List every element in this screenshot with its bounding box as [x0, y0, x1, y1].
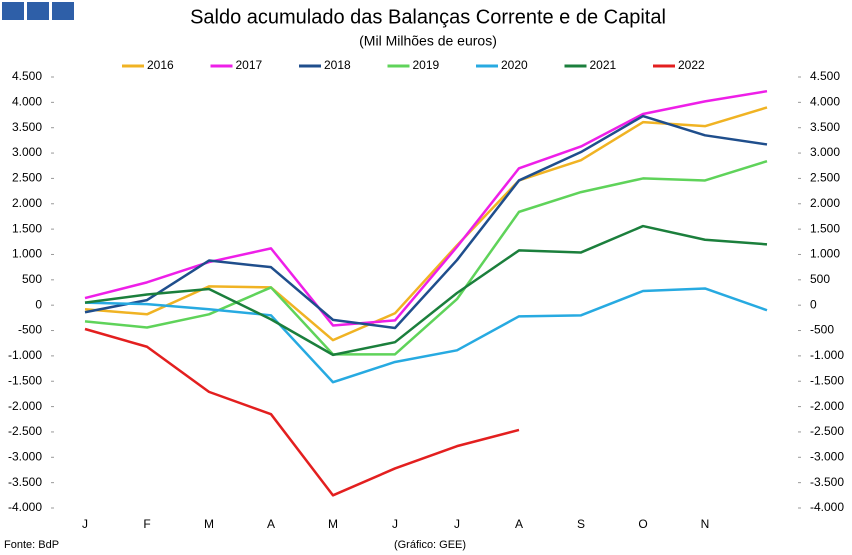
series-line	[84, 224, 768, 357]
y2-tick-label: -3.000	[810, 449, 844, 463]
y2-tick-label: 0	[810, 297, 817, 311]
legend-label: 2017	[236, 58, 263, 72]
y2-tick-label: 1.500	[810, 221, 840, 235]
y2-tick-label: -4.000	[810, 500, 844, 514]
x-tick-label: M	[204, 517, 214, 531]
y2-tick-label: 3.000	[810, 145, 840, 159]
x-tick-label: F	[143, 517, 150, 531]
x-tick-label: N	[701, 517, 710, 531]
x-tick-label: M	[328, 517, 338, 531]
y-tick-label: 3.000	[12, 145, 42, 159]
y2-tick-label: -1.000	[810, 348, 844, 362]
logo-square	[27, 2, 49, 20]
x-tick-label: A	[267, 517, 275, 531]
x-tick-label: A	[515, 517, 523, 531]
y-tick-label: 1.000	[12, 247, 42, 261]
y-tick-label: -2.500	[8, 424, 42, 438]
legend-label: 2018	[324, 58, 351, 72]
y2-tick-label: -3.500	[810, 475, 844, 489]
series-line	[84, 106, 768, 342]
logo-square	[52, 2, 74, 20]
chart-subtitle: (Mil Milhões de euros)	[359, 33, 497, 49]
series-line	[84, 89, 768, 327]
series-line	[84, 114, 768, 330]
legend-label: 2022	[678, 58, 705, 72]
y2-tick-label: -2.000	[810, 399, 844, 413]
y-tick-label: -3.500	[8, 475, 42, 489]
y2-tick-label: 4.500	[810, 69, 840, 83]
y2-tick-label: -2.500	[810, 424, 844, 438]
y-tick-label: 0	[35, 297, 42, 311]
y-tick-label: 500	[22, 272, 42, 286]
series-line	[84, 159, 768, 356]
x-tick-label: O	[638, 517, 647, 531]
y2-tick-label: 2.000	[810, 196, 840, 210]
x-tick-label: J	[392, 517, 398, 531]
y-tick-label: 2.500	[12, 171, 42, 185]
series-line	[84, 327, 520, 497]
legend-label: 2016	[147, 58, 174, 72]
y-tick-label: -3.000	[8, 449, 42, 463]
legend-label: 2021	[590, 58, 617, 72]
y-tick-label: 4.500	[12, 69, 42, 83]
x-tick-label: J	[82, 517, 88, 531]
y2-tick-label: 1.000	[810, 247, 840, 261]
y2-tick-label: 500	[810, 272, 830, 286]
credit: (Gráfico: GEE)	[394, 539, 466, 551]
y-tick-label: -1.500	[8, 373, 42, 387]
y-tick-label: 4.000	[12, 95, 42, 109]
y-tick-label: -2.000	[8, 399, 42, 413]
y2-tick-label: -1.500	[810, 373, 844, 387]
y-tick-label: 3.500	[12, 120, 42, 134]
x-tick-label: J	[454, 517, 460, 531]
chart-title: Saldo acumulado das Balanças Corrente e …	[190, 6, 666, 28]
y2-tick-label: -500	[810, 323, 834, 337]
y-tick-label: -500	[18, 323, 42, 337]
legend-label: 2020	[501, 58, 528, 72]
y-tick-label: -1.000	[8, 348, 42, 362]
source: Fonte: BdP	[4, 539, 59, 551]
y-tick-label: 1.500	[12, 221, 42, 235]
y2-tick-label: 4.000	[810, 95, 840, 109]
legend-label: 2019	[413, 58, 440, 72]
y2-tick-label: 3.500	[810, 120, 840, 134]
y-tick-label: -4.000	[8, 500, 42, 514]
logo-square	[2, 2, 24, 20]
y2-tick-label: 2.500	[810, 171, 840, 185]
series-line	[84, 287, 768, 384]
x-tick-label: S	[577, 517, 585, 531]
y-tick-label: 2.000	[12, 196, 42, 210]
